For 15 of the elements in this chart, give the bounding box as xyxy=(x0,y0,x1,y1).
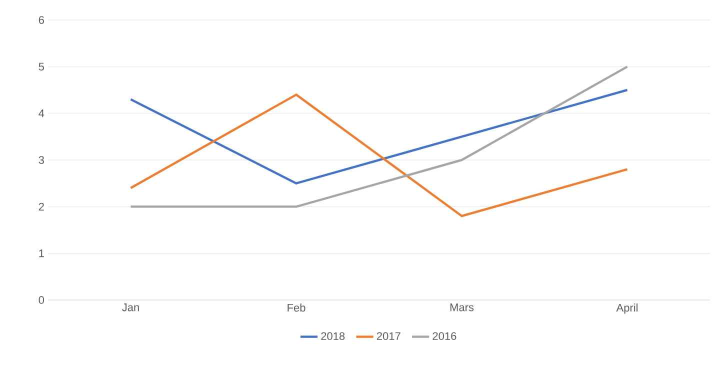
y-tick-label: 6 xyxy=(38,16,44,24)
y-tick-label: 3 xyxy=(38,156,44,164)
x-tick-label: Mars xyxy=(450,304,474,312)
line-series xyxy=(130,94,628,218)
x-tick-label: April xyxy=(616,304,638,314)
legend-label: 2018 xyxy=(321,332,345,340)
x-tick-label: Feb xyxy=(288,304,306,312)
y-tick-label: 0 xyxy=(38,296,44,304)
legend-label: 2017 xyxy=(376,332,400,340)
y-tick-label: 1 xyxy=(39,250,44,258)
y-tick-label: 5 xyxy=(38,62,44,71)
legend-label: 2016 xyxy=(432,332,456,340)
x-tick-label: Jan xyxy=(122,304,139,312)
y-tick-label: 2 xyxy=(38,202,44,211)
y-tick-label: 4 xyxy=(38,110,44,118)
